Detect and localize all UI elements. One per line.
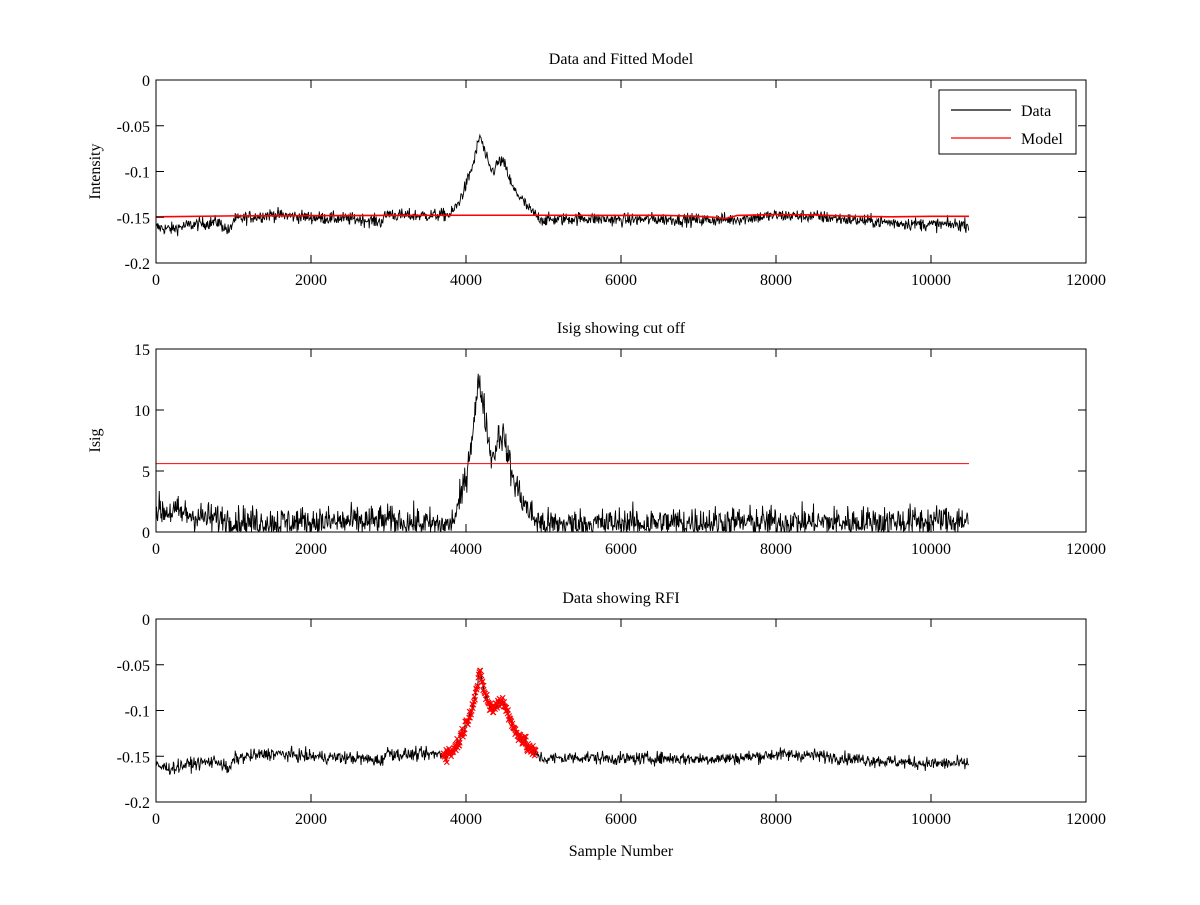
x-tick-label: 10000 [911, 272, 951, 289]
legend-box [938, 89, 1077, 155]
y-tick-label: -0.2 [125, 256, 150, 273]
plot-area [156, 133, 970, 237]
legend-label-data: Data [1021, 103, 1051, 120]
x-tick-label: 8000 [760, 811, 792, 828]
rfi-point [499, 694, 506, 701]
rfi-point [490, 709, 497, 716]
rfi-point [530, 743, 536, 749]
chart-panel-3: 0 2000 4000 6000 8000 10000 12000 -0.2 -0.15 -0.1… [117, 590, 1106, 860]
x-tick-label: 2000 [295, 811, 327, 828]
x-tick-label: 4000 [450, 541, 482, 558]
y-tick-label: -0.15 [117, 749, 150, 766]
rfi-point [474, 684, 481, 690]
rfi-point [479, 678, 486, 685]
x-tick-label: 6000 [605, 272, 637, 289]
x-tick-label: 0 [152, 811, 160, 828]
legend: Data Model [938, 89, 1077, 155]
x-tick-label: 4000 [450, 811, 482, 828]
rfi-point [477, 667, 484, 674]
rfi-point [474, 682, 481, 689]
rfi-point [531, 752, 538, 759]
y-tick-label: 0 [142, 73, 150, 90]
series-isig [156, 373, 969, 532]
x-tick-label: 12000 [1066, 811, 1106, 828]
x-tick-label: 10000 [911, 541, 951, 558]
x-tick-label: 10000 [911, 811, 951, 828]
rfi-point [523, 733, 529, 740]
x-tick-label: 6000 [605, 541, 637, 558]
legend-label-model: Model [1021, 131, 1063, 148]
chart-title: Isig showing cut off [557, 320, 686, 337]
y-tick-label: -0.2 [125, 795, 150, 812]
x-tick-label: 2000 [295, 541, 327, 558]
y-tick-label: -0.1 [125, 704, 150, 721]
x-tick-label: 0 [152, 272, 160, 289]
chart-panel-2: 0 2000 4000 6000 8000 10000 12000 0 5 10 15 Isig sh… [87, 320, 1106, 558]
chart-panel-1: 0 2000 4000 6000 8000 10000 12000 -0.2 -0.15 -0.1… [87, 51, 1106, 289]
rfi-point [501, 699, 508, 705]
y-tick-label: 0 [142, 612, 150, 629]
rfi-point [480, 682, 487, 689]
rfi-point [443, 759, 450, 766]
y-tick-label: 10 [134, 403, 150, 420]
y-tick-label: 5 [142, 464, 150, 481]
chart-title: Data and Fitted Model [549, 51, 694, 68]
x-tick-label: 8000 [760, 541, 792, 558]
x-tick-label: 0 [152, 541, 160, 558]
plot-area [156, 373, 969, 532]
x-tick-label: 12000 [1066, 272, 1106, 289]
x-tick-label: 4000 [450, 272, 482, 289]
y-tick-label: -0.05 [117, 658, 150, 675]
rfi-point [484, 691, 490, 698]
y-tick-label: -0.15 [117, 210, 150, 227]
x-tick-label: 6000 [605, 811, 637, 828]
rfi-point [532, 747, 539, 754]
y-tick-label: -0.05 [117, 119, 150, 136]
rfi-point [456, 739, 463, 746]
plot-area [156, 667, 970, 775]
y-tick-label: -0.1 [125, 165, 150, 182]
rfi-markers [440, 667, 539, 766]
y-axis-label: Intensity [87, 144, 104, 200]
rfi-point [527, 744, 534, 751]
x-axis-label: Sample Number [569, 843, 674, 860]
rfi-point [466, 714, 472, 721]
x-tick-label: 8000 [760, 272, 792, 289]
x-tick-label: 12000 [1066, 541, 1106, 558]
rfi-point [505, 707, 511, 713]
x-tick-label: 2000 [295, 272, 327, 289]
series-data [156, 669, 970, 775]
chart-title: Data showing RFI [562, 590, 679, 607]
rfi-point [461, 726, 468, 733]
series-model [156, 213, 969, 220]
rfi-point [472, 696, 478, 703]
rfi-point [478, 672, 485, 679]
y-axis-label: Isig [87, 429, 104, 453]
y-tick-label: 0 [142, 525, 150, 542]
y-tick-label: 15 [134, 342, 150, 359]
rfi-point [453, 747, 459, 754]
